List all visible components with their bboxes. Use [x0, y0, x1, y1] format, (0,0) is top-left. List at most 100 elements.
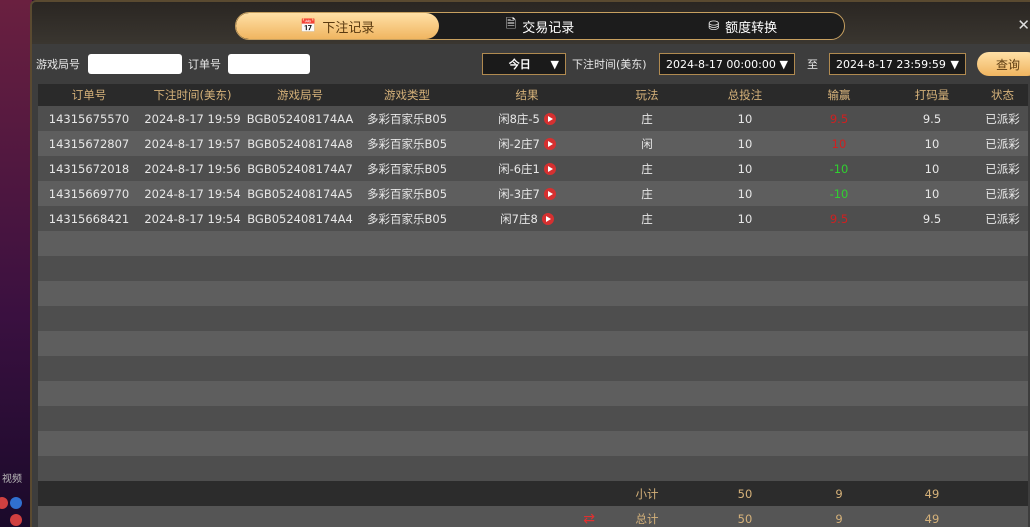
cell-9: 已派彩: [977, 181, 1028, 206]
cell-5: 庄: [595, 181, 699, 206]
range-value: 今日: [508, 58, 531, 71]
result-cell: 闲-2庄7: [459, 131, 595, 156]
replay-icon[interactable]: [543, 138, 556, 150]
cell-5: 庄: [595, 206, 699, 231]
cell-1: 2024-8-17 19:54: [140, 206, 245, 231]
round-input[interactable]: [88, 54, 182, 74]
column-header[interactable]: 订单号: [38, 84, 140, 106]
dropdown-arrow-icon: ▼: [950, 57, 959, 71]
cell-7: 9.5: [791, 106, 887, 131]
table-row[interactable]: 14315675570 2024-8-17 19:59 BGB052408174AA…: [38, 106, 1028, 131]
result-cell: 闲-6庄1: [459, 156, 595, 181]
replay-icon[interactable]: [541, 213, 554, 225]
coin-transfer-icon: ⛁: [708, 18, 720, 34]
end-time-select[interactable]: 2024-8-17 23:59:59 ▼: [829, 53, 966, 75]
subtotal-win: 9: [791, 481, 887, 506]
cell-3: 多彩百家乐B05: [355, 131, 459, 156]
order-input[interactable]: [228, 54, 310, 74]
column-header[interactable]: 结果: [459, 84, 595, 106]
cell-8: 10: [887, 181, 977, 206]
cell-0: 14315669770: [38, 181, 140, 206]
table-row[interactable]: 14315672807 2024-8-17 19:57 BGB052408174A8…: [38, 131, 1028, 156]
column-header[interactable]: 打码量: [887, 84, 977, 106]
cell-1: 2024-8-17 19:59: [140, 106, 245, 131]
empty-row: [38, 406, 1028, 431]
cell-6: 10: [699, 106, 791, 131]
start-time-value: 2024-8-17 00:00:00: [666, 57, 776, 71]
cell-2: BGB052408174A5: [245, 181, 355, 206]
cell-9: 已派彩: [977, 131, 1028, 156]
empty-row: [38, 256, 1028, 281]
total-label: 总计: [595, 506, 699, 527]
empty-row: [38, 231, 1028, 256]
result-cell: 闲7庄8: [459, 206, 595, 231]
replay-icon[interactable]: [543, 188, 556, 200]
cell-6: 10: [699, 156, 791, 181]
empty-row: [38, 331, 1028, 356]
calendar-icon: 📅: [300, 18, 317, 34]
cell-2: BGB052408174A7: [245, 156, 355, 181]
cell-7: 10: [791, 131, 887, 156]
cell-0: 14315672018: [38, 156, 140, 181]
result-text: 闲-2庄7: [498, 136, 540, 151]
tab-bar: 📅 下注记录 🗎 交易记录 ⛁ 额度转换: [235, 12, 845, 40]
cell-1: 2024-8-17 19:54: [140, 181, 245, 206]
range-select[interactable]: 今日 ▼: [482, 53, 566, 75]
column-header[interactable]: 输赢: [791, 84, 887, 106]
document-icon: 🗎: [505, 17, 517, 32]
round-label: 游戏局号: [36, 58, 80, 71]
empty-row: [38, 281, 1028, 306]
banker-chip-icon: [10, 514, 22, 526]
empty-row: [38, 456, 1028, 481]
tab-2[interactable]: ⛁ 额度转换: [641, 13, 844, 39]
column-header[interactable]: 游戏局号: [245, 84, 355, 106]
tab-label: 下注记录: [322, 20, 375, 36]
game-background: 视频: [0, 0, 32, 527]
cell-8: 10: [887, 131, 977, 156]
table-row[interactable]: 14315672018 2024-8-17 19:56 BGB052408174A7…: [38, 156, 1028, 181]
empty-row: [38, 381, 1028, 406]
cell-1: 2024-8-17 19:56: [140, 156, 245, 181]
subtotal-bet: 50: [699, 481, 791, 506]
cell-6: 10: [699, 206, 791, 231]
total-row: ⇄ 总计 50 9 49: [38, 506, 1028, 527]
table-row[interactable]: 14315668421 2024-8-17 19:54 BGB052408174A4…: [38, 206, 1028, 231]
column-header[interactable]: 总投注: [699, 84, 791, 106]
tab-0[interactable]: 📅 下注记录: [236, 13, 439, 39]
column-header[interactable]: 游戏类型: [355, 84, 459, 106]
cell-7: 9.5: [791, 206, 887, 231]
tab-1[interactable]: 🗎 交易记录: [439, 13, 642, 39]
total-win: 9: [791, 506, 887, 527]
to-label: 至: [807, 58, 818, 71]
table-header: 订单号 下注时间(美东) 游戏局号 游戏类型 结果 玩法 总投注 输赢 打码量 状态: [38, 84, 1028, 106]
empty-row: [38, 306, 1028, 331]
replay-icon[interactable]: [543, 113, 556, 125]
cell-0: 14315668421: [38, 206, 140, 231]
total-bet: 50: [699, 506, 791, 527]
dropdown-arrow-icon: ▼: [550, 57, 559, 71]
cell-3: 多彩百家乐B05: [355, 156, 459, 181]
cell-0: 14315675570: [38, 106, 140, 131]
cell-2: BGB052408174A8: [245, 131, 355, 156]
replay-icon[interactable]: [543, 163, 556, 175]
result-text: 闲-6庄1: [498, 161, 540, 176]
cell-9: 已派彩: [977, 106, 1028, 131]
empty-row: [38, 431, 1028, 456]
banker-chip-icon: [0, 497, 8, 509]
subtotal-row: 小计 50 9 49: [38, 481, 1028, 506]
result-text: 闲-3庄7: [498, 186, 540, 201]
start-time-select[interactable]: 2024-8-17 00:00:00 ▼: [659, 53, 795, 75]
column-header[interactable]: 下注时间(美东): [140, 84, 245, 106]
table-row[interactable]: 14315669770 2024-8-17 19:54 BGB052408174A5…: [38, 181, 1028, 206]
cell-6: 10: [699, 131, 791, 156]
records-modal: 📅 下注记录 🗎 交易记录 ⛁ 额度转换 ✕ 游戏局号 订单号 今日 ▼ 下注时间(美东) …: [30, 0, 1030, 527]
cell-7: -10: [791, 181, 887, 206]
subtotal-label: 小计: [595, 481, 699, 506]
column-header[interactable]: 状态: [977, 84, 1028, 106]
refresh-icon[interactable]: ⇄: [583, 510, 595, 527]
query-button[interactable]: 查询: [977, 52, 1030, 76]
close-icon[interactable]: ✕: [1017, 16, 1030, 34]
cell-9: 已派彩: [977, 156, 1028, 181]
empty-row: [38, 356, 1028, 381]
column-header[interactable]: 玩法: [595, 84, 699, 106]
